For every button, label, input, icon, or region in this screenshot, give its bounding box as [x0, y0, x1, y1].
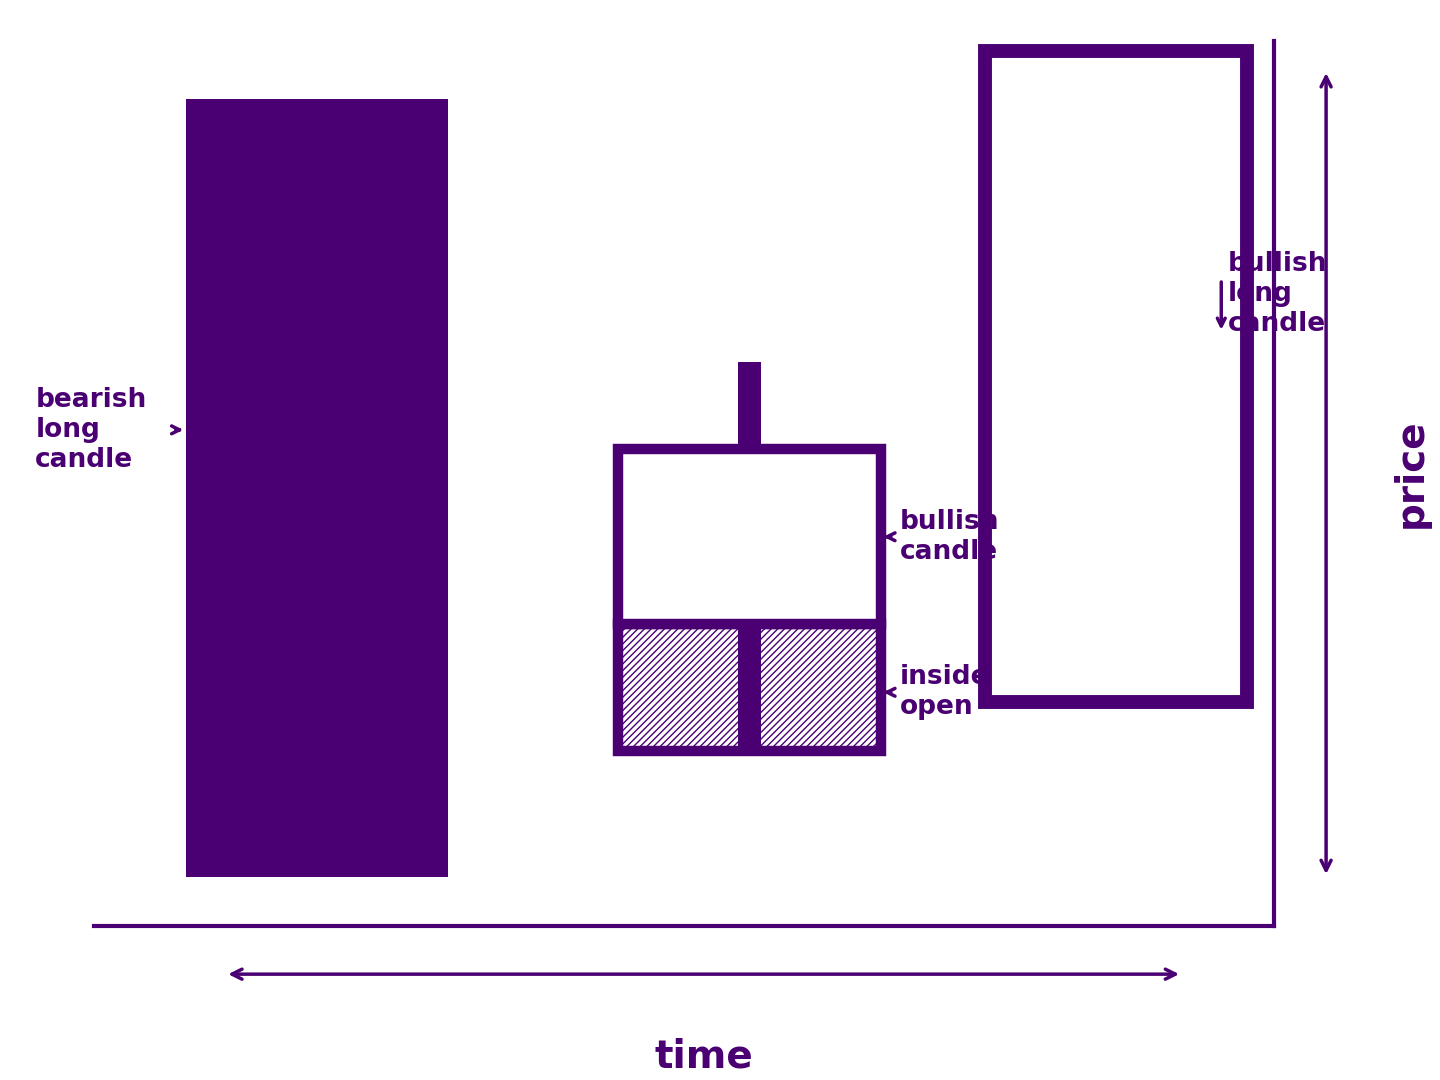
- Bar: [619, 449, 881, 624]
- Text: time: time: [654, 1037, 753, 1076]
- Bar: [737, 624, 762, 751]
- Text: bullish
long
candle: bullish long candle: [1228, 251, 1328, 337]
- Text: bearish
long
candle: bearish long candle: [36, 387, 147, 473]
- Bar: [186, 99, 448, 877]
- Text: bullish
candle: bullish candle: [900, 509, 999, 565]
- Text: inside
open: inside open: [900, 664, 989, 720]
- Text: price: price: [1391, 419, 1430, 528]
- Bar: [737, 362, 762, 449]
- Bar: [619, 624, 881, 751]
- Bar: [985, 51, 1247, 702]
